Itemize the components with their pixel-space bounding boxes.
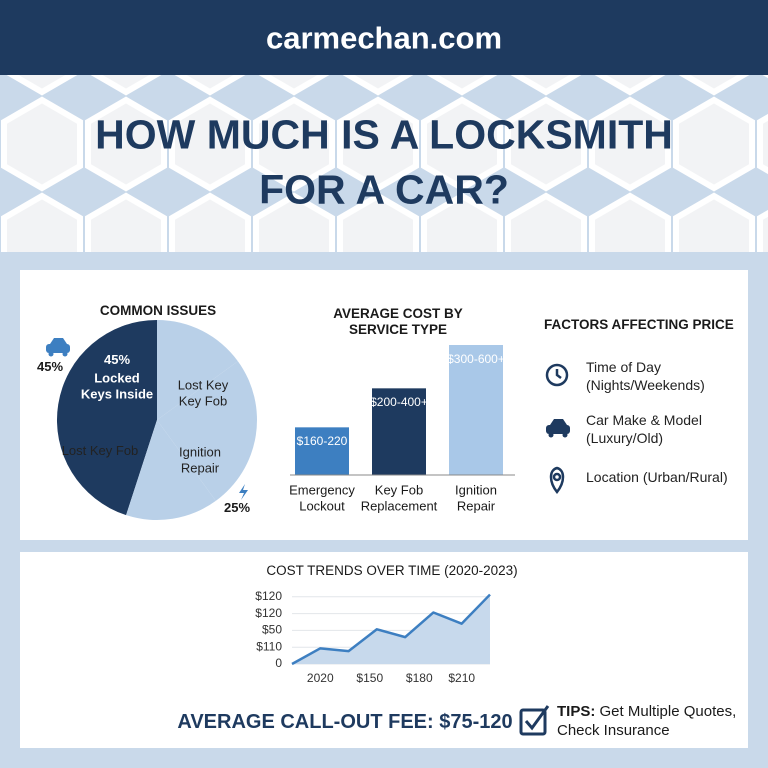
slice-label: Ignition Repair [179, 444, 221, 475]
chart-title: COMMON ISSUES [99, 302, 217, 318]
car-icon [46, 338, 70, 357]
pie-slice [157, 319, 238, 420]
tips-line: Get Multiple Quotes, [599, 703, 737, 720]
chart-title: AVERAGE COST BY SERVICE TYPE [333, 305, 463, 337]
slice-value: 45% [103, 352, 131, 368]
slice-label: Lost Key Key Fob [177, 377, 229, 408]
slice-value: 45% [36, 359, 64, 375]
header-bar [0, 0, 768, 75]
factor-line: (Nights/Weekends) [586, 376, 705, 393]
tips: TIPS: Get Multiple Quotes, Check Insuranc… [557, 703, 736, 741]
bar-value-label: $300-600+ [447, 351, 505, 366]
y-tick-label: $120 [255, 606, 282, 620]
area [292, 594, 490, 664]
x-tick-label: $150 [356, 671, 383, 685]
factor-line: Time of Day [586, 359, 661, 375]
x-tick-label: Emergency Lockout [289, 482, 355, 513]
chart-title: COST TRENDS OVER TIME (2020-2023) [266, 562, 518, 578]
car-icon [546, 419, 570, 438]
y-tick-label: $110 [256, 639, 282, 653]
factor-line: Location (Urban/Rural) [586, 469, 728, 485]
bar [295, 427, 349, 475]
bolt-icon [239, 484, 248, 500]
slice-label: Locked Keys Inside [80, 370, 154, 401]
factors-title: FACTORS AFFECTING PRICE [544, 317, 734, 332]
y-tick-label: $120 [255, 589, 282, 603]
x-tick-label: $210 [448, 671, 475, 685]
bar [449, 345, 503, 475]
pie-slice [56, 320, 158, 516]
x-tick-label: 2020 [307, 671, 334, 685]
factor-line: Car Make & Model [586, 412, 702, 428]
x-tick-label: $180 [406, 671, 433, 685]
clock-icon [545, 363, 569, 387]
page-title: HOW MUCH IS A LOCKSMITH [95, 111, 673, 158]
y-tick-label: $50 [262, 623, 282, 637]
line [291, 593, 491, 666]
factor-line: (Luxury/Old) [586, 429, 664, 446]
factor: Location (Urban/Rural) [586, 469, 728, 487]
bar-value-label: $200-400+ [370, 395, 428, 410]
title-background [0, 75, 768, 252]
factor: Time of Day (Nights/Weekends) [586, 359, 705, 394]
pie-slice [157, 361, 257, 501]
y-tick-label: 0 [275, 656, 282, 670]
factor: Car Make & Model (Luxury/Old) [586, 412, 702, 447]
pie-slice [126, 420, 216, 521]
tips-line: Check Insurance [557, 721, 670, 739]
site-name: carmechan.com [265, 20, 503, 56]
tips-label: TIPS: [557, 703, 596, 720]
average-fee: AVERAGE CALL-OUT FEE: $75-120 [177, 711, 513, 733]
x-tick-label: Key Fob Replacement [360, 482, 438, 513]
bar [372, 388, 426, 475]
bar-value-label: $160-220 [296, 434, 348, 449]
x-tick-label: Ignition Repair [455, 482, 497, 513]
slice-value: 25% [223, 500, 251, 516]
slice-label: Lost Key Fob [61, 443, 139, 459]
pin-icon [549, 466, 565, 495]
page-title: FOR A CAR? [259, 166, 509, 213]
check-icon [519, 705, 550, 736]
